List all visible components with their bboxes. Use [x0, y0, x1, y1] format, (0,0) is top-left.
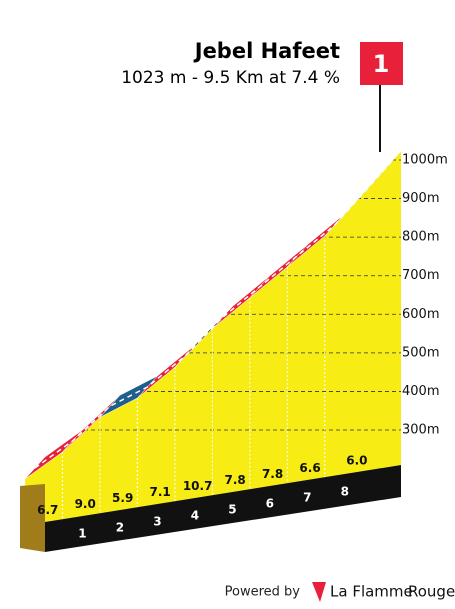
powered-by: Powered by: [225, 585, 301, 600]
x-tick-label: 9.5: [407, 471, 428, 485]
y-tick-label: 700m: [402, 268, 439, 283]
flag: [360, 42, 403, 85]
y-tick-label: 600m: [402, 307, 439, 322]
brand-a: La Flamme: [330, 583, 413, 601]
front-face: [20, 484, 45, 552]
y-tick-label: 500m: [402, 345, 439, 360]
x-tick-label: 3: [153, 515, 161, 529]
gradient-label: 5.9: [112, 491, 133, 505]
x-tick-label: 2: [116, 521, 124, 535]
gradient-label: 10.7: [183, 479, 213, 493]
gradient-label: 7.8: [224, 473, 245, 487]
chart-title: Jebel Hafeet: [193, 39, 340, 63]
flag-label: 1: [373, 50, 390, 78]
gradient-label: 6.0: [346, 454, 367, 468]
gradient-label: 7.8: [262, 467, 283, 481]
chart-subtitle: 1023 m - 9.5 Km at 7.4 %: [121, 68, 340, 88]
x-tick-label: 4: [191, 509, 199, 523]
ribbon-center: [34, 161, 392, 469]
x-tick-label: 7: [303, 491, 311, 505]
brand-icon: [312, 582, 326, 602]
y-tick-label: 400m: [402, 384, 439, 399]
profile-fill: [25, 151, 401, 522]
gradient-label: 6.6: [299, 461, 320, 475]
gradient-label: 6.7: [37, 503, 58, 517]
x-tick-label: 5: [228, 503, 236, 517]
y-tick-label: 300m: [402, 423, 439, 438]
x-tick-label: 8: [341, 485, 349, 499]
brand-b: Rouge: [408, 583, 455, 601]
x-tick-label: 1: [78, 527, 86, 541]
gradient-label: 7.1: [150, 485, 171, 499]
x-tick-label: 6: [266, 497, 274, 511]
y-tick-label: 1000m: [402, 153, 448, 168]
y-tick-label: 900m: [402, 191, 439, 206]
gradient-label: 9.0: [75, 497, 96, 511]
y-tick-label: 800m: [402, 230, 439, 245]
plot: 300m 400m 500m 600m 700m 800m 900m 1000m 6.7 9.0 5…: [20, 150, 448, 552]
floor: [45, 465, 401, 552]
